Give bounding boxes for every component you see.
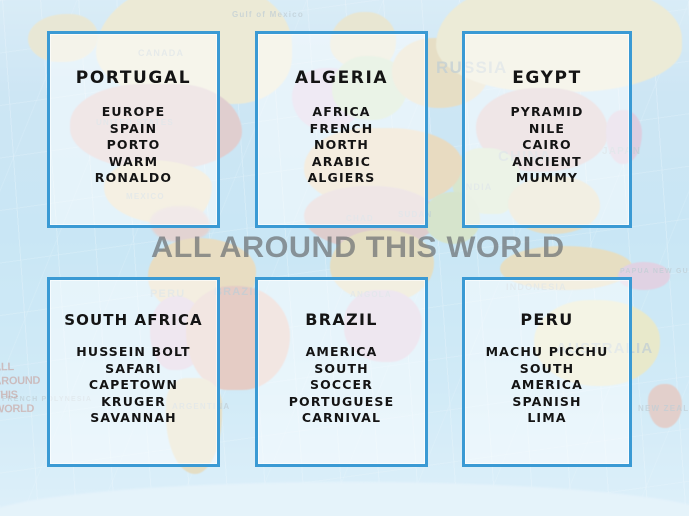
clue-item: AMERICA <box>305 344 378 359</box>
clue-item: SPANISH <box>512 393 582 409</box>
clue-item: ARABIC <box>311 153 372 169</box>
clue-item: CAPETOWN <box>88 377 179 392</box>
clue-item: FRENCH <box>309 120 374 136</box>
clue-item: AMERICA <box>511 377 583 392</box>
country-card-algeria[interactable]: ALGERIA AFRICA FRENCH NORTH ARABIC ALGIE… <box>255 31 428 228</box>
country-card-egypt[interactable]: EGYPT PYRAMID NILE CAIRO ANCIENT MUMMY <box>462 31 632 228</box>
clue-list: PYRAMID NILE CAIRO ANCIENT MUMMY <box>510 104 583 187</box>
clue-item: EUROPE <box>101 104 166 119</box>
clue-item: SAFARI <box>105 360 162 376</box>
clue-item: NORTH <box>314 137 369 152</box>
country-card-brazil[interactable]: BRAZIL AMERICA SOUTH SOCCER PORTUGUESE C… <box>255 277 428 467</box>
clue-item: SOUTH <box>314 360 369 376</box>
clue-list: AFRICA FRENCH NORTH ARABIC ALGIERS <box>308 104 376 187</box>
country-card-south-africa[interactable]: SOUTH AFRICA HUSSEIN BOLT SAFARI CAPETOW… <box>47 277 220 467</box>
clue-item: LIMA <box>527 410 567 425</box>
clue-list: AMERICA SOUTH SOCCER PORTUGUESE CARNIVAL <box>289 344 395 427</box>
clue-item: ALGIERS <box>307 170 376 185</box>
clue-list: HUSSEIN BOLT SAFARI CAPETOWN KRUGER SAVA… <box>76 344 190 427</box>
clue-item: SOUTH <box>519 360 575 376</box>
clue-item: WARM <box>108 153 159 169</box>
clue-item: PORTO <box>106 137 161 152</box>
clue-item: AFRICA <box>312 104 371 119</box>
clue-item: MUMMY <box>515 170 579 185</box>
clue-item: SAVANNAH <box>90 410 177 425</box>
clue-item: PYRAMID <box>510 104 584 119</box>
card-title: EGYPT <box>512 68 582 88</box>
card-title: ALGERIA <box>294 68 389 88</box>
clue-list: EUROPE SPAIN PORTO WARM RONALDO <box>95 104 172 187</box>
clue-item: KRUGER <box>101 393 166 409</box>
card-title: PORTUGAL <box>75 68 192 88</box>
clue-item: PORTUGUESE <box>288 393 395 409</box>
country-card-peru[interactable]: PERU MACHU PICCHU SOUTH AMERICA SPANISH … <box>462 277 632 467</box>
card-title: BRAZIL <box>305 310 378 329</box>
clue-item: CAIRO <box>522 137 572 152</box>
card-title: PERU <box>520 310 574 329</box>
clue-item: RONALDO <box>94 170 173 185</box>
clue-list: MACHU PICCHU SOUTH AMERICA SPANISH LIMA <box>486 344 609 427</box>
country-card-portugal[interactable]: PORTUGAL EUROPE SPAIN PORTO WARM RONALDO <box>47 31 220 228</box>
clue-item: HUSSEIN BOLT <box>76 344 191 359</box>
card-title: SOUTH AFRICA <box>64 311 203 329</box>
watermark-title: ALL AROUND THIS WORLD <box>151 231 565 264</box>
clue-item: CARNIVAL <box>301 410 382 425</box>
clue-item: SOCCER <box>309 377 374 392</box>
clue-item: ANCIENT <box>512 153 582 169</box>
clue-item: NILE <box>528 120 566 136</box>
clue-item: MACHU PICCHU <box>485 344 609 359</box>
clue-item: SPAIN <box>109 120 158 136</box>
